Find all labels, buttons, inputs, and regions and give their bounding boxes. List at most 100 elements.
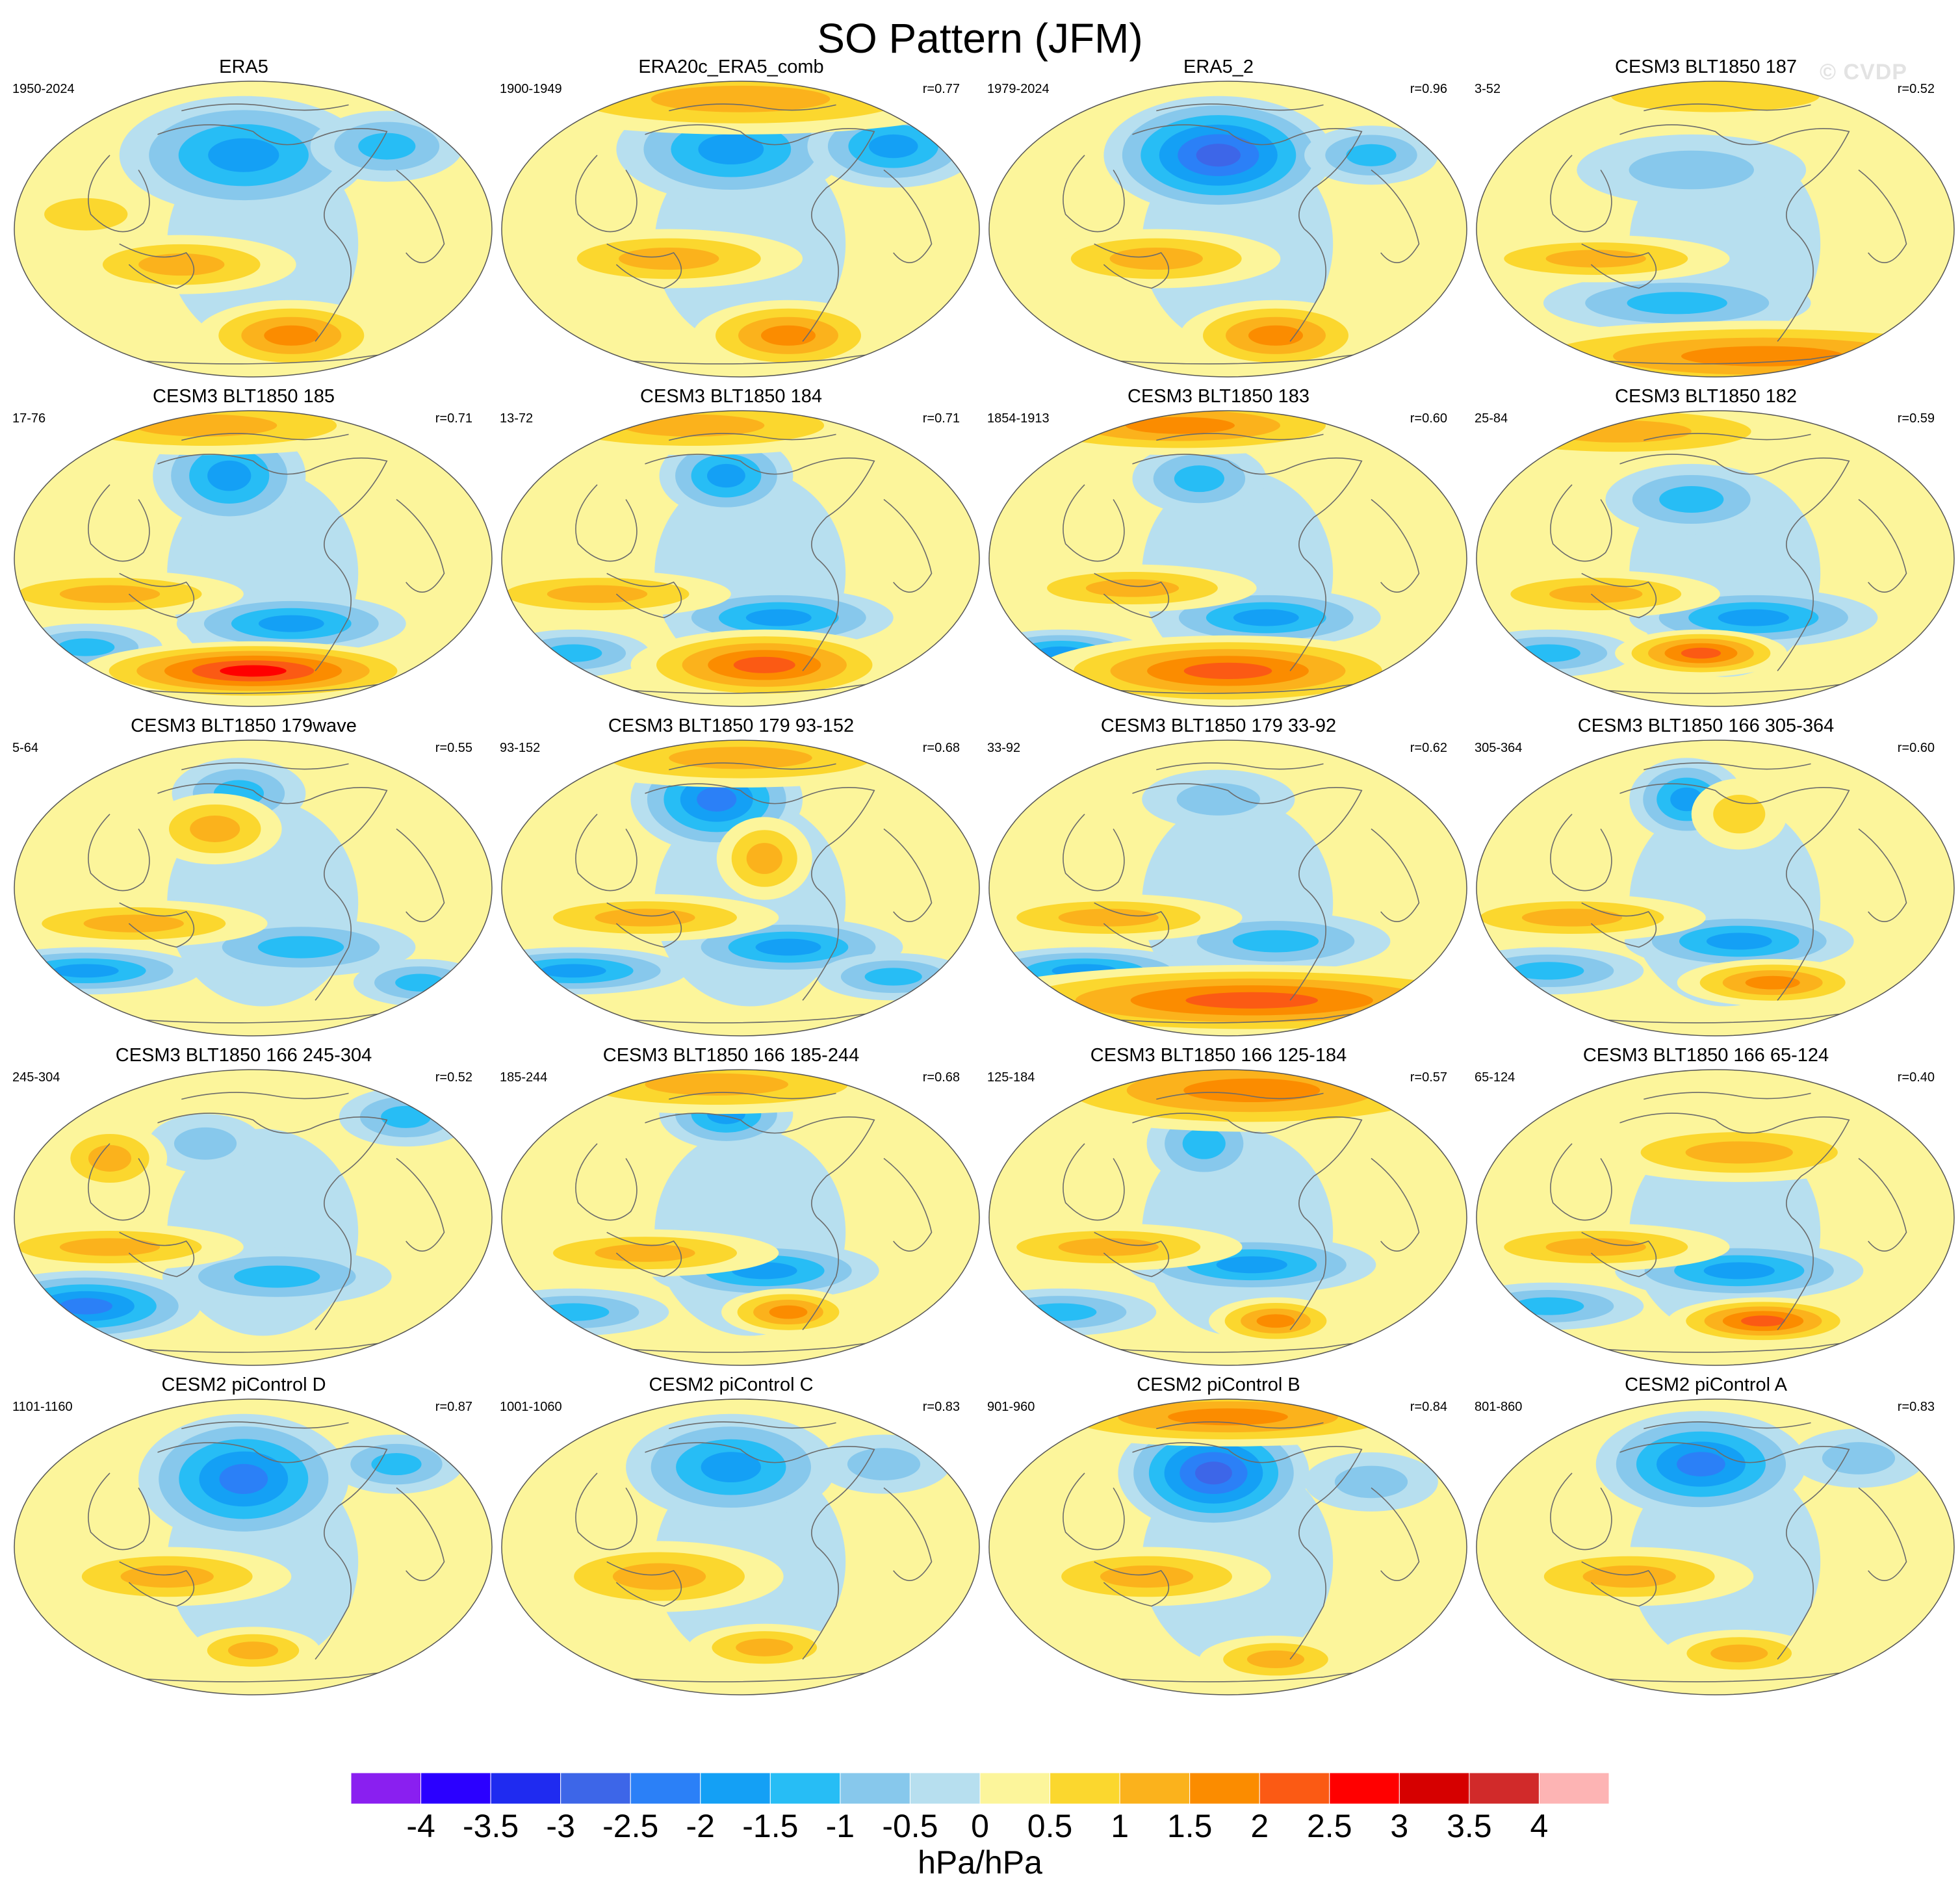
coastline	[1644, 1092, 1811, 1100]
coastline	[1156, 433, 1324, 441]
positive-anomaly-contour	[1681, 647, 1721, 659]
map-panel: CESM2 piControl A 801-860 r=0.83	[1465, 1373, 1955, 1698]
map-border	[988, 740, 1467, 1037]
coastline	[1858, 1157, 1907, 1252]
negative-anomaly-contour	[1196, 144, 1241, 167]
panel-years: 1900-1949	[500, 82, 562, 96]
coastline	[315, 558, 352, 671]
negative-anomaly-contour	[371, 1453, 422, 1476]
map-border	[1476, 81, 1955, 378]
coastline	[1858, 169, 1907, 263]
positive-anomaly-contour	[612, 1563, 706, 1590]
coastline	[1550, 1473, 1612, 1551]
colorbar-tick-label: -3.5	[463, 1808, 519, 1844]
coastline	[645, 1113, 875, 1218]
colorbar-swatch	[1329, 1773, 1400, 1804]
positive-anomaly-contour	[1168, 1408, 1288, 1426]
panel-title: CESM2 piControl B	[1137, 1374, 1300, 1395]
map-border	[988, 1398, 1467, 1695]
coastline	[575, 155, 638, 233]
coastline	[575, 814, 638, 892]
coastline	[1289, 1217, 1326, 1330]
panel-correlation: r=0.71	[922, 411, 960, 426]
panel-correlation: r=0.68	[922, 1070, 960, 1085]
coastline	[645, 124, 875, 230]
coastline	[157, 1442, 388, 1548]
panel-title: CESM2 piControl C	[649, 1374, 814, 1395]
positive-anomaly-contour	[1685, 1141, 1793, 1164]
positive-anomaly-contour	[761, 325, 816, 346]
coastline	[1371, 169, 1420, 263]
negative-anomaly-contour	[53, 964, 119, 978]
panel-title: CESM3 BLT1850 179 33-92	[1100, 715, 1337, 736]
positive-anomaly-contour	[1183, 1078, 1321, 1103]
coastline	[88, 1473, 150, 1551]
colorbar-swatch	[1189, 1773, 1260, 1804]
negative-anomaly-contour	[1176, 783, 1260, 816]
positive-anomaly-contour	[120, 1565, 214, 1588]
positive-anomaly-contour	[83, 914, 184, 933]
robinson-map	[501, 81, 980, 378]
panel-correlation: r=0.57	[1410, 1070, 1447, 1085]
panel-years: 65-124	[1475, 1070, 1515, 1085]
negative-anomaly-contour	[358, 133, 416, 160]
colorbar-tick-label: 4	[1530, 1808, 1549, 1844]
panel-correlation: r=0.60	[1410, 411, 1447, 426]
panel-title: CESM3 BLT1850 184	[640, 386, 822, 407]
coastline	[669, 103, 836, 112]
coastline	[606, 573, 682, 619]
panel-years: 245-304	[12, 1070, 60, 1085]
coastline	[1581, 1231, 1657, 1278]
map-panel: CESM3 BLT1850 179 93-152 93-152 r=0.68	[491, 714, 980, 1039]
robinson-map	[988, 81, 1467, 378]
positive-anomaly-contour	[1545, 250, 1646, 268]
map-panel: CESM3 BLT1850 166 125-184 125-184 r=0.57	[978, 1044, 1467, 1369]
negative-anomaly-contour	[381, 1105, 432, 1128]
map-border	[14, 81, 493, 378]
map-panel: CESM3 BLT1850 166 245-304 245-304 r=0.52	[3, 1044, 493, 1369]
colorbar-swatch	[1119, 1773, 1191, 1804]
robinson-map	[501, 740, 980, 1037]
coastline	[1156, 103, 1324, 112]
negative-anomaly-contour	[1174, 465, 1224, 493]
panel-years: 1001-1060	[500, 1400, 562, 1414]
robinson-map	[501, 410, 980, 707]
negative-anomaly-contour	[1659, 486, 1724, 513]
positive-anomaly-contour	[1256, 1314, 1295, 1328]
colorbar-swatch	[351, 1773, 422, 1804]
positive-anomaly-contour	[1549, 585, 1643, 603]
coastline	[883, 828, 933, 922]
colorbar-tick-label: 2.5	[1307, 1808, 1352, 1844]
robinson-map	[988, 1069, 1467, 1366]
coastline	[1581, 1561, 1657, 1607]
panel-correlation: r=0.77	[922, 82, 960, 96]
negative-anomaly-contour	[1706, 933, 1772, 950]
map-panel: ERA20c_ERA5_comb 1900-1949 r=0.77	[491, 55, 980, 380]
positive-anomaly-contour	[595, 1244, 695, 1262]
coastline	[1371, 1157, 1420, 1252]
coastline	[1644, 762, 1811, 771]
coastline	[157, 454, 388, 560]
coastline	[1156, 1421, 1324, 1430]
negative-anomaly-contour	[1216, 1256, 1287, 1274]
coastline	[396, 1487, 445, 1581]
panel-correlation: r=0.62	[1410, 741, 1447, 755]
panel-title: ERA20c_ERA5_comb	[638, 57, 824, 77]
colorbar-tick-label: 3.5	[1447, 1808, 1492, 1844]
coastline	[88, 155, 150, 233]
robinson-map	[1476, 410, 1955, 707]
colorbar-tick-label: -1	[825, 1808, 855, 1844]
panel-years: 5-64	[12, 741, 39, 755]
negative-anomaly-contour	[219, 1463, 268, 1494]
coastline	[575, 1473, 638, 1551]
coastline	[88, 814, 150, 892]
robinson-map	[14, 410, 493, 707]
panel-years: 3-52	[1475, 82, 1501, 96]
colorbar-tick-label: -2.5	[602, 1808, 659, 1844]
positive-anomaly-contour	[1058, 908, 1159, 927]
coastline	[1619, 454, 1850, 560]
coastline	[1858, 1487, 1907, 1581]
positive-anomaly-contour	[59, 1238, 161, 1256]
positive-anomaly-contour	[769, 1305, 808, 1319]
positive-anomaly-contour	[547, 585, 648, 603]
